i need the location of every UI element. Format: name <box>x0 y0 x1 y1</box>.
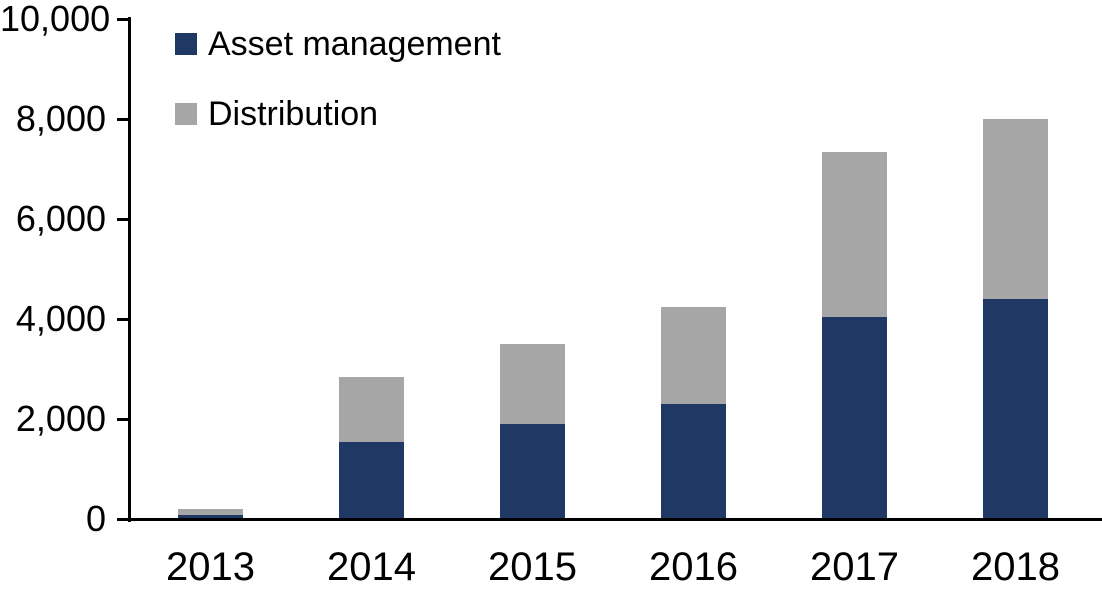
legend-label-asset-management: Asset management <box>208 25 501 63</box>
x-tick-label-2017: 2017 <box>810 545 899 589</box>
y-tick-label: 8,000 <box>15 98 106 139</box>
y-axis-line <box>128 17 131 522</box>
bar-segment-2018-asset-management <box>983 299 1048 519</box>
x-tick-label-2014: 2014 <box>327 545 416 589</box>
y-tick-label: 4,000 <box>15 298 106 339</box>
x-tick-label-2018: 2018 <box>971 545 1060 589</box>
distribution-swatch-icon <box>175 103 197 125</box>
bar-segment-2014-distribution <box>339 376 404 442</box>
bar-segment-2017-asset-management <box>822 316 887 519</box>
x-axis-baseline <box>117 518 1102 521</box>
bar-segment-2013-distribution <box>178 509 243 515</box>
y-tick-mark <box>117 117 130 121</box>
bar-segment-2016-asset-management <box>661 404 726 519</box>
y-tick-label: 0 <box>85 498 106 539</box>
y-tick-label: 2,000 <box>15 398 106 439</box>
y-tick-mark <box>117 317 130 321</box>
y-tick-label: 10,000 <box>0 0 111 39</box>
x-tick-label-2016: 2016 <box>649 545 738 589</box>
y-tick-label: 6,000 <box>15 198 106 239</box>
x-tick-label-2013: 2013 <box>166 545 255 589</box>
asset-management-swatch-icon <box>175 33 197 55</box>
legend-item-asset-management: Asset management <box>175 24 501 64</box>
bar-segment-2014-asset-management <box>339 441 404 519</box>
bar-segment-2016-distribution <box>661 306 726 404</box>
y-tick-mark <box>117 17 130 21</box>
y-tick-mark <box>117 517 130 521</box>
x-tick-label-2015: 2015 <box>488 545 577 589</box>
bar-segment-2013-asset-management <box>178 514 243 519</box>
y-tick-mark <box>117 217 130 221</box>
bar-segment-2018-distribution <box>983 119 1048 299</box>
bar-segment-2015-distribution <box>500 344 565 424</box>
legend-label-distribution: Distribution <box>208 95 379 133</box>
bar-segment-2017-distribution <box>822 151 887 317</box>
legend-item-distribution: Distribution <box>175 94 378 134</box>
y-tick-mark <box>117 417 130 421</box>
bar-segment-2015-asset-management <box>500 424 565 519</box>
